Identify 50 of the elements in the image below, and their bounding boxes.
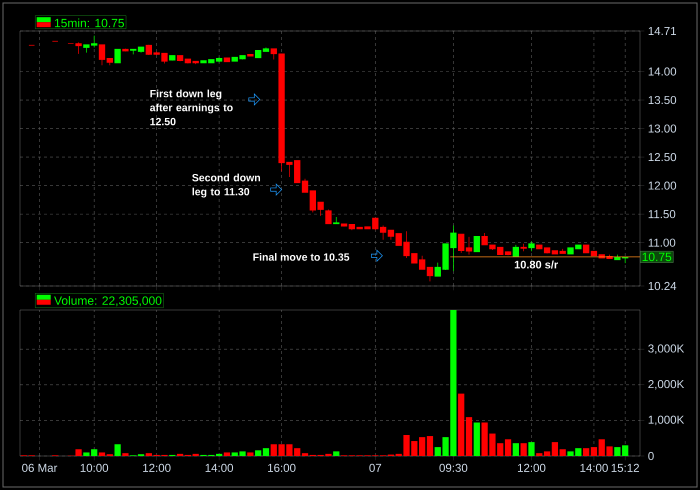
y-tick-label: 12.50 (648, 153, 676, 162)
y-tick-label: 10.24 (648, 282, 676, 290)
y-tick-label: 2,000K (648, 380, 684, 390)
x-tick-label: 09:30 (439, 464, 468, 472)
y-tick-label: 1,000K (648, 416, 684, 426)
x-tick-label: 14:00 (580, 464, 608, 472)
y-tick-label: 13.00 (648, 124, 676, 133)
x-tick-label: 12:00 (518, 464, 546, 472)
candlestick (512, 244, 520, 257)
y-tick-label: 14.71 (648, 27, 676, 35)
x-tick-label: 15:12 (612, 464, 639, 472)
x-tick-label: 14:00 (206, 464, 234, 472)
annotation: Second down leg to 11.30 (192, 174, 260, 198)
bar (224, 452, 230, 456)
ref-line-label: 10.80 s/r (514, 260, 558, 269)
candlestick (224, 57, 230, 62)
y-tick-label: 11.00 (648, 238, 676, 247)
bar (450, 310, 457, 456)
candlestick (325, 209, 332, 224)
bar (528, 442, 535, 456)
bar (520, 443, 527, 456)
x-tick-label: 06 Mar (22, 464, 58, 472)
bar (481, 422, 488, 456)
bar (333, 451, 340, 456)
y-tick-label: 3,000K (648, 344, 684, 354)
bar (114, 444, 121, 456)
x-tick-label: 16:00 (268, 464, 296, 472)
bar (247, 452, 254, 456)
annotation: Final move to 10.35 (253, 253, 350, 261)
annotation: 10.75 (642, 252, 672, 262)
chart-title: 15min: 10.75 (54, 18, 124, 28)
candlestick (75, 42, 82, 54)
bar (474, 422, 480, 456)
x-tick-label: 07 (369, 464, 382, 472)
chart-title: Volume: 22,305,000 (54, 296, 162, 306)
annotation: First down leg after earnings to 12.50 (150, 90, 233, 126)
x-tick-label: 12:00 (143, 464, 171, 472)
y-tick-label: 0 (648, 452, 654, 460)
y-tick-label: 11.50 (648, 210, 676, 218)
y-tick-label: 14.00 (648, 67, 676, 76)
candlestick (474, 236, 480, 252)
candlestick (169, 55, 176, 62)
candlestick (528, 241, 535, 252)
y-tick-label: 13.50 (648, 96, 676, 104)
y-tick-label: 12.00 (648, 182, 676, 190)
x-tick-label: 10:00 (80, 464, 108, 472)
bar (122, 453, 129, 456)
candlestick (122, 48, 129, 52)
candlestick (114, 48, 121, 64)
bar (512, 443, 519, 456)
